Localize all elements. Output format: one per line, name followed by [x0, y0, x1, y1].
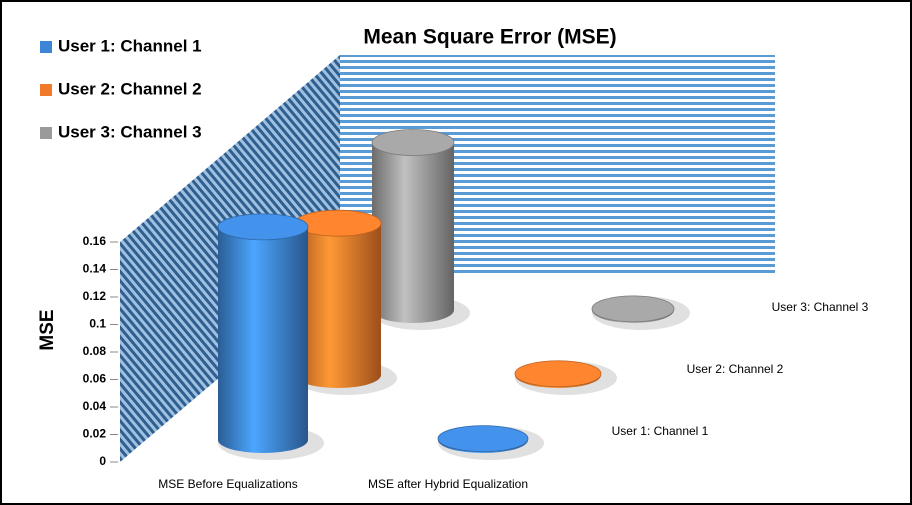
legend-label: User 3: Channel 3	[58, 122, 202, 141]
depth-label: User 1: Channel 1	[612, 424, 709, 438]
y-tick-label: 0.06	[83, 372, 107, 386]
legend-swatch	[40, 84, 52, 96]
depth-label: User 2: Channel 2	[687, 362, 784, 376]
cylinder	[218, 226, 308, 453]
cylinder-top	[437, 425, 529, 453]
legend-label: User 1: Channel 1	[58, 36, 202, 55]
y-tick-label: 0.12	[83, 289, 107, 303]
y-tick-label: 0	[99, 454, 106, 468]
y-tick-label: 0.14	[83, 262, 107, 276]
cylinder-top	[591, 295, 675, 323]
depth-label: User 3: Channel 3	[772, 300, 869, 314]
x-tick-label: MSE after Hybrid Equalization	[368, 477, 528, 491]
legend-label: User 2: Channel 2	[58, 79, 202, 98]
cylinder-top	[514, 360, 602, 388]
y-tick-label: 0.16	[83, 234, 107, 248]
y-tick-label: 0.08	[83, 344, 107, 358]
legend-swatch	[40, 127, 52, 139]
plot	[217, 129, 690, 460]
cylinder-top	[371, 129, 455, 156]
y-tick-label: 0.02	[83, 427, 107, 441]
cylinder	[295, 223, 381, 388]
y-axis-label: MSE	[37, 309, 58, 350]
y-tick-label: 0.04	[83, 399, 107, 413]
legend-swatch	[40, 41, 52, 53]
cylinder	[372, 142, 454, 323]
x-tick-label: MSE Before Equalizations	[158, 477, 297, 491]
cylinder-top	[217, 213, 309, 241]
chart-title: Mean Square Error (MSE)	[363, 26, 616, 49]
y-tick-label: 0.1	[89, 317, 106, 331]
